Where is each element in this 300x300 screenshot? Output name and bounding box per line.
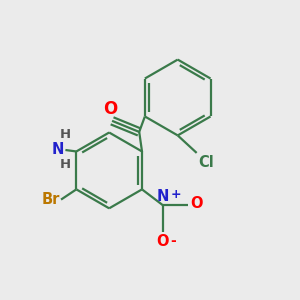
Text: -: - — [170, 234, 176, 248]
Text: H: H — [60, 158, 71, 171]
Text: +: + — [170, 188, 181, 201]
Text: H: H — [60, 128, 71, 141]
Text: O: O — [103, 100, 117, 118]
Text: N: N — [157, 189, 169, 204]
Text: O: O — [156, 234, 169, 249]
Text: N: N — [52, 142, 64, 157]
Text: Cl: Cl — [198, 155, 214, 170]
Text: Br: Br — [41, 192, 60, 207]
Text: O: O — [190, 196, 203, 211]
